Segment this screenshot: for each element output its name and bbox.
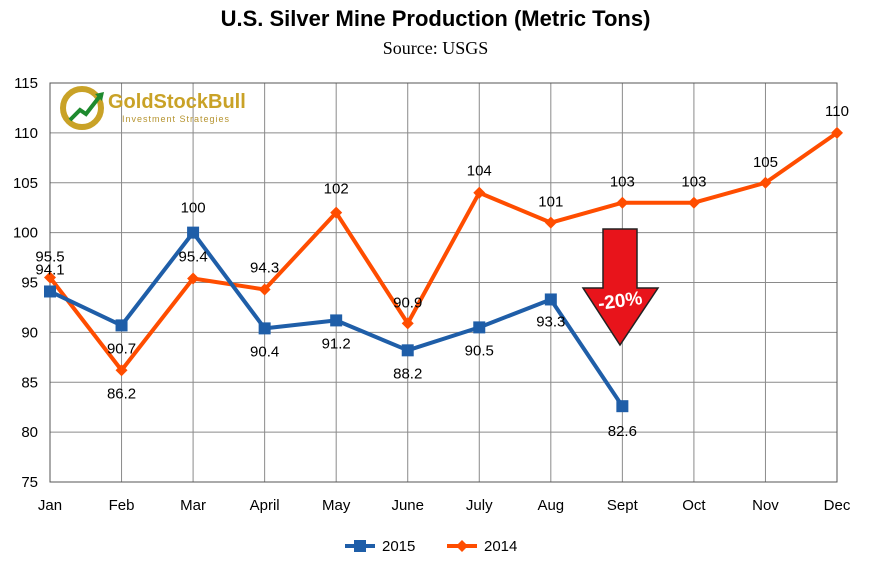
logo-arrow-head-icon	[95, 92, 104, 101]
data-label-2015: 90.7	[107, 340, 136, 357]
y-tick-label: 90	[21, 324, 38, 341]
data-label-2015: 91.2	[322, 335, 351, 352]
marker-2014	[687, 196, 700, 209]
marker-2014	[330, 206, 343, 219]
data-label-2014: 103	[681, 174, 706, 191]
logo-trend-arrow-icon	[68, 94, 102, 122]
gridlines	[49, 82, 838, 483]
x-tick-label: May	[322, 497, 351, 514]
legend-label-2014: 2014	[484, 538, 517, 555]
data-label-2015: 82.6	[608, 423, 637, 440]
x-tick-label: Feb	[109, 497, 135, 514]
y-tick-label: 95	[21, 275, 38, 292]
x-tick-label: June	[391, 497, 424, 514]
x-tick-label: Nov	[752, 497, 779, 514]
chart-title: U.S. Silver Mine Production (Metric Tons…	[220, 6, 651, 31]
data-label-2015: 90.5	[465, 342, 494, 359]
goldstockbull-logo: GoldStockBull Investment Strategies	[60, 86, 246, 130]
logo-ring-icon	[60, 86, 104, 130]
marker-2015	[187, 226, 200, 239]
marker-2014	[473, 186, 486, 199]
marker-2014	[115, 364, 128, 377]
y-tick-label: 115	[14, 75, 38, 92]
logo-tagline: Investment Strategies	[122, 114, 230, 124]
marker-2015	[44, 285, 56, 298]
x-tick-label: April	[250, 497, 280, 514]
y-tick-label: 110	[14, 125, 38, 142]
marker-2015	[115, 319, 128, 332]
data-label-2014: 90.9	[393, 294, 422, 311]
x-tick-label: Aug	[537, 497, 564, 514]
x-tick-label: July	[466, 497, 493, 514]
data-label-2014: 95.5	[35, 249, 64, 266]
marker-2015	[330, 314, 343, 327]
marker-2015	[473, 321, 486, 334]
marker-2014	[831, 126, 843, 139]
x-tick-label: Mar	[180, 497, 206, 514]
series-line-2014	[48, 131, 839, 373]
marker-2015	[616, 400, 629, 413]
marker-2015	[258, 322, 271, 335]
marker-2014	[616, 196, 629, 209]
chart-subtitle: Source: USGS	[382, 38, 489, 58]
marker-2015	[544, 293, 557, 306]
y-tick-label: 100	[13, 225, 38, 242]
data-label-2014: 110	[825, 103, 849, 120]
marker-2014	[759, 176, 772, 189]
x-tick-label: Sept	[607, 497, 639, 514]
marker-2014	[401, 317, 414, 330]
data-label-2014: 95.4	[178, 249, 207, 266]
data-label-2014: 104	[467, 163, 492, 180]
series-lines	[44, 126, 843, 413]
logo-name: GoldStockBull	[108, 91, 246, 113]
data-label-2014: 86.2	[107, 385, 136, 402]
legend-label-2015: 2015	[382, 538, 415, 555]
marker-2015	[401, 344, 414, 357]
axes: 75 80 85 90 95 100 105 110 115 Jan Feb Mar April May J…	[13, 75, 851, 514]
data-labels: 95.5 86.2 95.4 94.3 102 90.9 104 101 103 103 105 11…	[35, 103, 849, 440]
data-label-2014: 103	[610, 174, 635, 191]
data-label-2014: 101	[538, 194, 563, 211]
data-label-2015: 94.1	[35, 261, 64, 278]
y-tick-label: 75	[21, 474, 38, 491]
down-arrow-icon	[581, 228, 660, 347]
marker-2014	[187, 272, 200, 285]
data-label-2015: 100	[181, 200, 206, 217]
x-tick-label: Jan	[38, 497, 62, 514]
chart-legend: 2015 2014	[345, 538, 517, 555]
y-tick-label: 105	[13, 175, 38, 192]
data-label-2014: 102	[324, 181, 349, 198]
marker-2014	[44, 271, 56, 284]
data-label-2014: 105	[753, 154, 778, 171]
legend-marker-2015	[354, 540, 366, 552]
data-label-2014: 94.3	[250, 259, 279, 276]
data-label-2015: 88.2	[393, 365, 422, 382]
legend-marker-2014	[456, 540, 468, 552]
y-tick-label: 85	[21, 374, 38, 391]
data-label-2015: 93.3	[536, 313, 565, 330]
x-tick-label: Oct	[682, 497, 706, 514]
marker-2014	[544, 216, 557, 229]
marker-2014	[258, 283, 271, 296]
drop-annotation-arrow: -20%	[581, 228, 660, 347]
x-tick-label: Dec	[824, 497, 851, 514]
y-tick-label: 80	[21, 424, 38, 441]
data-label-2015: 90.4	[250, 343, 279, 360]
